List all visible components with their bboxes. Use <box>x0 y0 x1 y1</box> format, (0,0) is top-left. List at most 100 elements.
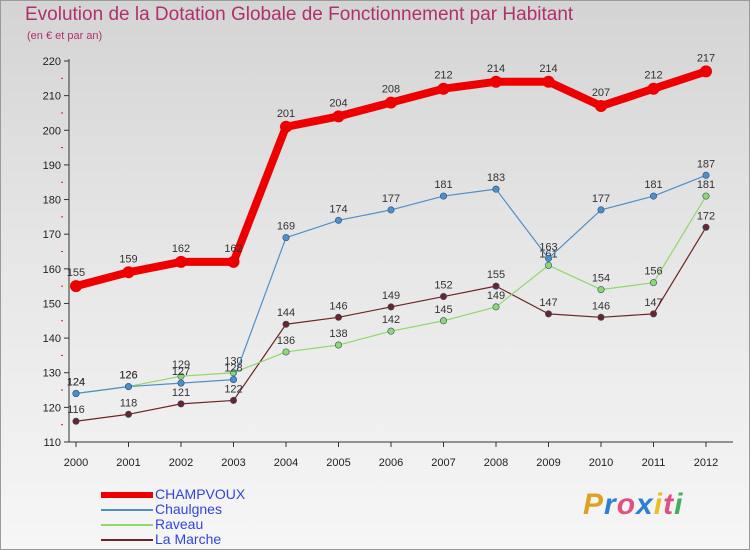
data-label: 156 <box>644 266 662 278</box>
logo-letter: i <box>674 488 684 521</box>
data-label: 208 <box>382 84 400 96</box>
data-label: 163 <box>539 241 557 253</box>
data-point <box>334 313 342 321</box>
data-label: 181 <box>697 179 715 191</box>
x-tick-label: 2010 <box>589 457 613 469</box>
data-label: 174 <box>329 203 347 215</box>
y-tick-label: 130 <box>43 368 61 380</box>
data-label: 212 <box>434 70 452 82</box>
data-label: 187 <box>697 158 715 170</box>
data-label: 217 <box>697 52 715 64</box>
data-label: 147 <box>644 297 662 309</box>
data-point <box>175 255 187 268</box>
data-label: 129 <box>172 359 190 371</box>
logo-letter: t <box>663 488 675 521</box>
data-label: 162 <box>224 243 242 255</box>
data-point <box>230 396 238 404</box>
data-label: 122 <box>224 383 242 395</box>
legend-label: CHAMPVOUX <box>155 486 246 502</box>
data-point <box>387 327 395 335</box>
y-tick-label: 140 <box>43 333 61 345</box>
y-tick-label: 180 <box>43 195 61 207</box>
logo-letter: o <box>616 488 637 521</box>
data-point <box>544 261 552 269</box>
data-point <box>387 303 395 311</box>
x-tick-label: 2012 <box>694 457 718 469</box>
legend-swatch <box>101 539 153 541</box>
legend-swatch <box>101 524 153 526</box>
data-label: 172 <box>697 210 715 222</box>
data-label: 138 <box>329 328 347 340</box>
data-point <box>492 282 500 290</box>
logo-letter: r <box>604 488 617 521</box>
x-tick-label: 2001 <box>116 457 140 469</box>
logo-letter: x <box>636 488 654 521</box>
y-tick-label: 220 <box>43 56 61 68</box>
data-point <box>122 266 135 279</box>
y-tick-label: 200 <box>43 125 61 137</box>
logo-letter: P <box>583 488 605 521</box>
data-point <box>385 96 397 109</box>
chart-subtitle: (en € et par an) <box>27 30 103 42</box>
data-label: 162 <box>172 243 190 255</box>
data-point <box>647 82 660 95</box>
logo-letter: i <box>653 488 664 521</box>
data-point <box>702 171 710 179</box>
x-tick-label: 2003 <box>221 457 245 469</box>
data-label: 214 <box>539 63 557 75</box>
data-point <box>542 75 555 88</box>
legend-label: Chaulgnes <box>155 501 222 517</box>
x-tick-label: 2011 <box>642 457 666 469</box>
data-point <box>492 303 500 311</box>
data-point <box>649 310 657 318</box>
data-point <box>597 313 605 321</box>
x-tick-label: 2006 <box>379 457 403 469</box>
y-tick-label: 110 <box>43 437 61 449</box>
y-tick-label: 190 <box>43 160 61 172</box>
data-point <box>597 206 605 214</box>
y-tick-label: 210 <box>43 91 61 103</box>
data-point <box>439 293 447 301</box>
data-point <box>439 317 447 325</box>
data-label: 154 <box>592 273 610 285</box>
data-label: 130 <box>224 356 242 368</box>
data-label: 212 <box>644 70 662 82</box>
data-label: 161 <box>539 248 557 260</box>
legend-swatch <box>101 492 153 498</box>
data-point <box>544 310 552 318</box>
data-point <box>282 320 290 328</box>
y-tick-label: 150 <box>43 298 61 310</box>
data-label: 121 <box>172 387 190 399</box>
data-point <box>595 100 607 113</box>
data-label: 127 <box>172 366 190 378</box>
data-label: 149 <box>382 290 400 302</box>
data-point <box>282 348 290 356</box>
data-point <box>649 192 657 200</box>
data-label: 177 <box>382 193 400 205</box>
data-point <box>227 255 240 268</box>
data-label: 201 <box>277 108 295 120</box>
data-label: 145 <box>434 304 452 316</box>
data-label: 169 <box>277 221 295 233</box>
data-label: 177 <box>592 193 610 205</box>
data-point <box>332 110 345 123</box>
data-label: 214 <box>487 63 505 75</box>
data-point <box>437 82 450 95</box>
legend-label: Raveau <box>155 516 204 532</box>
data-point <box>492 185 500 193</box>
data-point <box>702 192 710 200</box>
data-label: 146 <box>329 300 347 312</box>
data-label: 155 <box>67 267 85 279</box>
data-point <box>125 383 133 391</box>
data-label: 146 <box>592 300 610 312</box>
x-tick-label: 2009 <box>536 457 560 469</box>
data-point <box>439 192 447 200</box>
data-point <box>72 417 80 425</box>
x-tick-label: 2000 <box>64 457 88 469</box>
data-point <box>177 372 185 380</box>
y-tick-label: 120 <box>43 402 61 414</box>
data-point <box>230 376 238 384</box>
y-tick-label: 170 <box>43 229 61 241</box>
